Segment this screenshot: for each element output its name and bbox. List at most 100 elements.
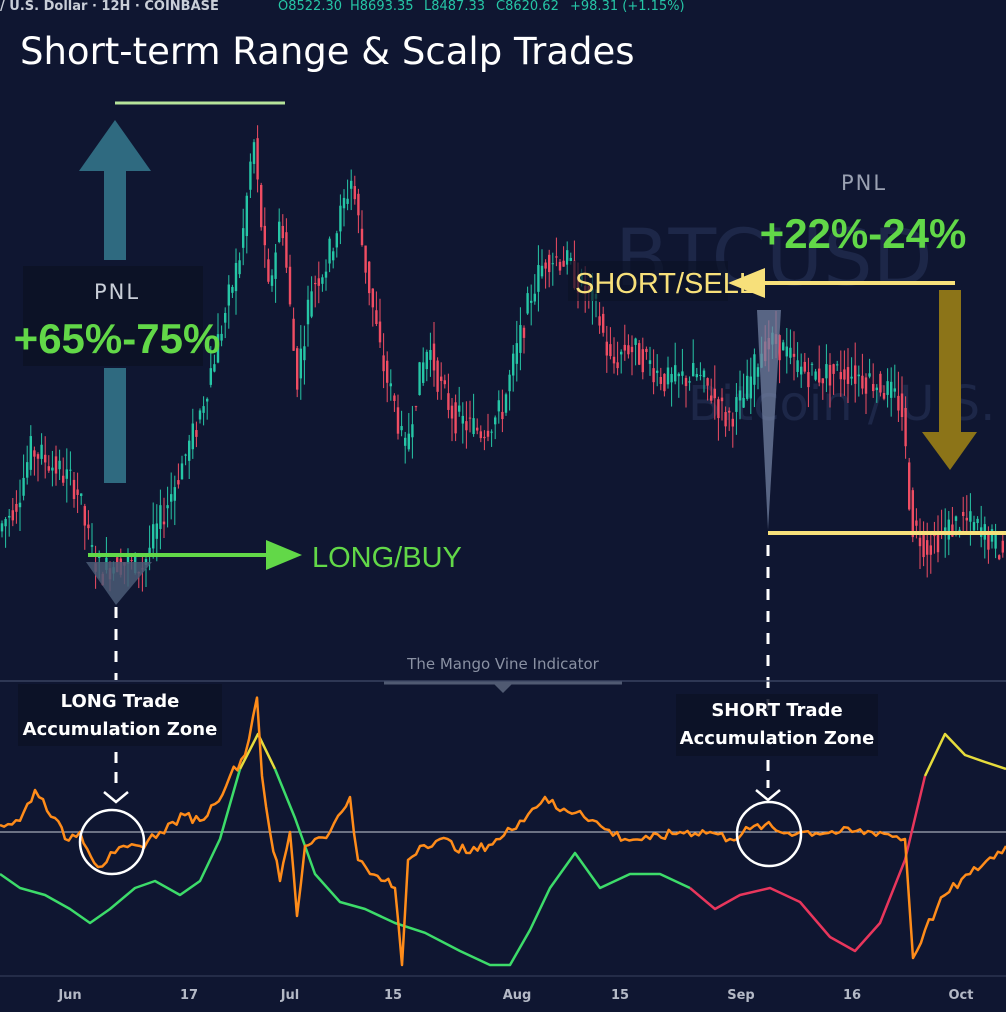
short-signal-label: SHORT/SELL xyxy=(575,268,755,300)
candle-up xyxy=(814,371,817,380)
candle-down xyxy=(375,310,378,325)
candle-down xyxy=(706,378,709,386)
candle-up xyxy=(126,556,130,564)
candle-up xyxy=(339,205,342,232)
short-pnl-label: PNL xyxy=(841,171,887,195)
candle-up xyxy=(695,374,698,378)
short-down-arrow-head xyxy=(922,432,977,470)
candle-down xyxy=(479,431,482,439)
candle-down xyxy=(54,456,58,474)
candle-up xyxy=(890,381,893,398)
long-pnl-label: PNL xyxy=(94,280,140,304)
candle-up xyxy=(51,467,54,471)
candle-down xyxy=(951,524,954,537)
candle-down xyxy=(915,520,918,526)
candle-up xyxy=(8,515,11,518)
long-zone-line1: LONG Trade xyxy=(61,691,180,712)
short-entry-marker xyxy=(757,310,781,530)
candle-up xyxy=(350,180,353,189)
candle-down xyxy=(465,421,468,431)
candle-down xyxy=(900,393,904,418)
x-tick-label: 15 xyxy=(384,988,402,1003)
oscillator-signal-segment xyxy=(273,768,691,967)
candle-up xyxy=(753,354,756,385)
candle-down xyxy=(486,430,490,437)
candle-up xyxy=(497,400,500,412)
candle-down xyxy=(483,436,486,439)
candle-up xyxy=(224,313,227,323)
candle-up xyxy=(346,198,349,204)
candle-up xyxy=(80,493,83,497)
candle-up xyxy=(98,556,101,558)
candle-down xyxy=(609,344,612,357)
candle-down xyxy=(260,185,263,228)
candle-down xyxy=(364,245,367,273)
candle-up xyxy=(569,257,572,262)
candle-up xyxy=(206,398,209,402)
candle-down xyxy=(818,368,821,383)
candle-down xyxy=(861,375,864,389)
candle-up xyxy=(648,360,652,364)
candle-down xyxy=(663,373,666,392)
candle-up xyxy=(245,195,248,237)
candle-up xyxy=(512,353,515,376)
ohlc-high: H8693.35 xyxy=(350,0,414,14)
candle-up xyxy=(530,300,533,303)
candle-down xyxy=(843,369,846,380)
long-entry-marker xyxy=(86,562,152,605)
candle-up xyxy=(270,275,274,286)
candle-down xyxy=(15,503,18,512)
candle-up xyxy=(252,142,256,164)
candle-down xyxy=(911,490,914,538)
candle-up xyxy=(389,383,392,387)
candle-down xyxy=(256,138,259,180)
candle-down xyxy=(386,360,389,383)
ohlc-low: L8487.33 xyxy=(424,0,485,14)
ohlc-open: O8522.30 xyxy=(278,0,342,14)
candle-up xyxy=(782,342,785,351)
candle-down xyxy=(710,395,713,401)
candle-up xyxy=(504,394,508,413)
candle-up xyxy=(216,334,220,363)
candle-up xyxy=(249,161,252,190)
candle-up xyxy=(26,462,29,478)
candle-up xyxy=(418,362,421,396)
candle-down xyxy=(987,532,990,550)
x-tick-label: 16 xyxy=(843,988,861,1003)
candle-up xyxy=(976,518,979,524)
candle-up xyxy=(411,424,414,438)
candle-up xyxy=(994,534,997,549)
short-zone-box xyxy=(676,694,878,756)
candle-down xyxy=(612,356,616,364)
candle-up xyxy=(800,366,803,375)
candle-down xyxy=(720,397,724,402)
short-down-arrow-shaft xyxy=(939,290,961,434)
candle-up xyxy=(947,519,950,540)
candle-down xyxy=(641,349,644,373)
candle-up xyxy=(634,338,637,345)
candle-up xyxy=(857,374,860,377)
candle-up xyxy=(173,487,176,501)
candle-up xyxy=(332,251,335,261)
candle-down xyxy=(414,406,418,408)
candle-down xyxy=(393,395,396,401)
candle-up xyxy=(231,286,234,293)
candle-up xyxy=(893,388,896,392)
time-axis: Jun 17 Jul 15 Aug 15 Sep 16 Oct xyxy=(57,988,973,1003)
long-arrow-head xyxy=(266,540,302,570)
candle-down xyxy=(807,372,810,388)
candle-up xyxy=(170,494,173,502)
candle-up xyxy=(220,333,223,341)
candle-down xyxy=(965,517,968,521)
candle-down xyxy=(897,395,900,411)
long-annotations: LONG/BUY PNL +65%-75% xyxy=(14,101,462,680)
candle-up xyxy=(620,351,623,355)
candle-down xyxy=(360,228,364,246)
candle-up xyxy=(40,444,43,459)
ohlc-close: C8620.62 xyxy=(496,0,559,14)
candle-down xyxy=(926,540,929,555)
candle-up xyxy=(238,260,241,275)
candle-up xyxy=(674,365,677,382)
